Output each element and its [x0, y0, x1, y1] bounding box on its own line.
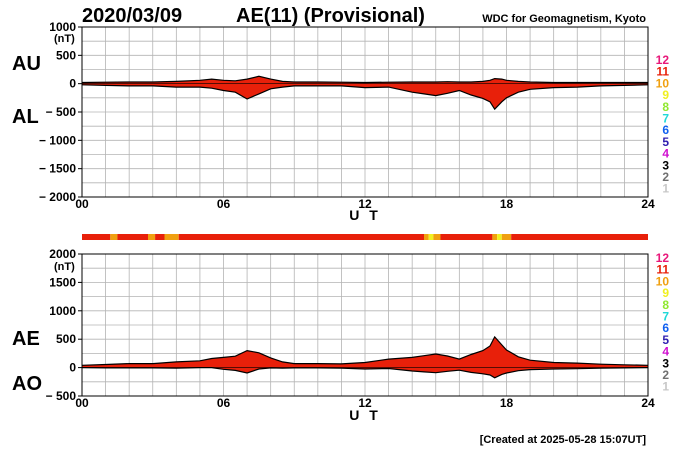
ae-ao-panel: 2000 1500 1000 500 0 − 500 00 06 12 18 24 (nT) U …: [12, 247, 655, 423]
legend-level-9: 9: [662, 286, 669, 300]
activity-segment: [501, 234, 512, 240]
created-stamp: [Created at 2025-05-28 15:07UT]: [480, 434, 647, 446]
ae-ao-xlabel: U T: [349, 407, 381, 423]
activity-segment: [117, 234, 149, 240]
legend-level-7: 7: [662, 112, 669, 126]
au-label: AU: [12, 53, 41, 75]
ae-label: AE: [12, 328, 40, 350]
ae-ao-x-tick-label: 00: [75, 396, 89, 410]
au-al-panel: 1000 500 0 − 500 − 1000 − 1500 − 2000 00 06 12 18…: [12, 20, 655, 223]
legend-level-4: 4: [662, 147, 669, 161]
ae-ao-y-tick-label: 500: [56, 332, 76, 346]
index-title: AE(11) (Provisional): [236, 5, 425, 27]
au-al-x-tick-label: 06: [217, 197, 231, 211]
ae-ao-y-tick-label: 2000: [49, 247, 76, 261]
legend-level-2: 2: [662, 170, 669, 184]
au-al-y-tick-label: − 1000: [39, 133, 76, 147]
au-al-x-tick-label: 24: [641, 197, 655, 211]
au-al-lower-line: [81, 84, 649, 111]
credit-text: WDC for Geomagnetism, Kyoto: [482, 13, 646, 25]
au-al-y-ticks: 1000 500 0 − 500 − 1000 − 1500 − 2000: [39, 20, 82, 204]
legend-level-1: 1: [662, 380, 669, 394]
ae-ao-x-tick-label: 18: [500, 396, 514, 410]
activity-segment: [511, 234, 648, 240]
legend-level-9: 9: [662, 88, 669, 102]
activity-segment: [424, 234, 429, 240]
legend-level-3: 3: [662, 158, 669, 172]
au-al-y-tick-label: 1000: [49, 20, 76, 34]
legend-level-5: 5: [662, 333, 669, 347]
ae-ao-x-tick-label: 24: [641, 396, 655, 410]
ae-ao-x-tick-label: 06: [217, 396, 231, 410]
legend-level-12: 12: [656, 53, 670, 67]
date-title: 2020/03/09: [82, 5, 182, 27]
legend-level-8: 8: [662, 298, 669, 312]
au-al-x-tick-label: 12: [358, 197, 372, 211]
legend-level-7: 7: [662, 310, 669, 324]
activity-segment: [110, 234, 118, 240]
ae-ao-area: [81, 335, 649, 379]
au-al-y-tick-label: − 1500: [39, 162, 76, 176]
activity-segment: [497, 234, 502, 240]
legend-level-5: 5: [662, 135, 669, 149]
legend-level-10: 10: [656, 274, 670, 288]
au-al-area: [81, 75, 649, 111]
legend-level-8: 8: [662, 100, 669, 114]
ae-ao-y-tick-label: 1500: [49, 275, 76, 289]
legend-level-12: 12: [656, 251, 670, 265]
au-al-x-tick-label: 00: [75, 197, 89, 211]
ao-label: AO: [12, 373, 42, 395]
ae-ao-x-ticks: 00 06 12 18 24: [75, 396, 655, 410]
legend-level-11: 11: [656, 263, 669, 277]
legend-level-10: 10: [656, 76, 670, 90]
au-al-grid: [82, 27, 648, 197]
legend-level-1: 1: [662, 182, 669, 196]
activity-segment: [178, 234, 424, 240]
legend-level-6: 6: [662, 123, 669, 137]
ae-ao-upper-line: [81, 335, 649, 366]
au-al-upper-line: [81, 75, 648, 84]
activity-segment: [428, 234, 434, 240]
legend-level-3: 3: [662, 356, 669, 370]
au-al-y-tick-label: 0: [69, 77, 76, 91]
au-al-xlabel: U T: [349, 207, 381, 223]
au-al-y-tick-label: 500: [56, 48, 76, 62]
activity-segment: [164, 234, 179, 240]
legend-level-6: 6: [662, 321, 669, 335]
au-al-x-ticks: 00 06 12 18 24: [75, 197, 655, 211]
activity-segment: [148, 234, 156, 240]
activity-segment: [433, 234, 441, 240]
ae-ao-y-ticks: 2000 1500 1000 500 0 − 500: [46, 247, 82, 403]
ae-ao-x-tick-label: 12: [358, 396, 372, 410]
ae-ao-unit: (nT): [54, 261, 75, 273]
au-al-y-tick-label: − 2000: [39, 190, 76, 204]
ae-ao-y-tick-label: − 500: [46, 389, 77, 403]
au-al-x-tick-label: 18: [500, 197, 514, 211]
activity-segment: [492, 234, 497, 240]
legend-level-2: 2: [662, 368, 669, 382]
activity-segment: [440, 234, 493, 240]
legend-level-11: 11: [656, 65, 669, 79]
ae-ao-frame: [81, 253, 649, 397]
au-al-fill: [82, 76, 648, 110]
ae-ao-y-tick-label: 0: [69, 361, 76, 375]
activity-segment: [82, 234, 111, 240]
al-label: AL: [12, 106, 39, 128]
legend-level-4: 4: [662, 345, 669, 359]
activity-segment: [155, 234, 165, 240]
au-al-y-tick-label: − 500: [46, 105, 77, 119]
ae-ao-y-tick-label: 1000: [49, 304, 76, 318]
au-al-unit: (nT): [54, 33, 75, 45]
activity-level-bar: [82, 234, 648, 240]
